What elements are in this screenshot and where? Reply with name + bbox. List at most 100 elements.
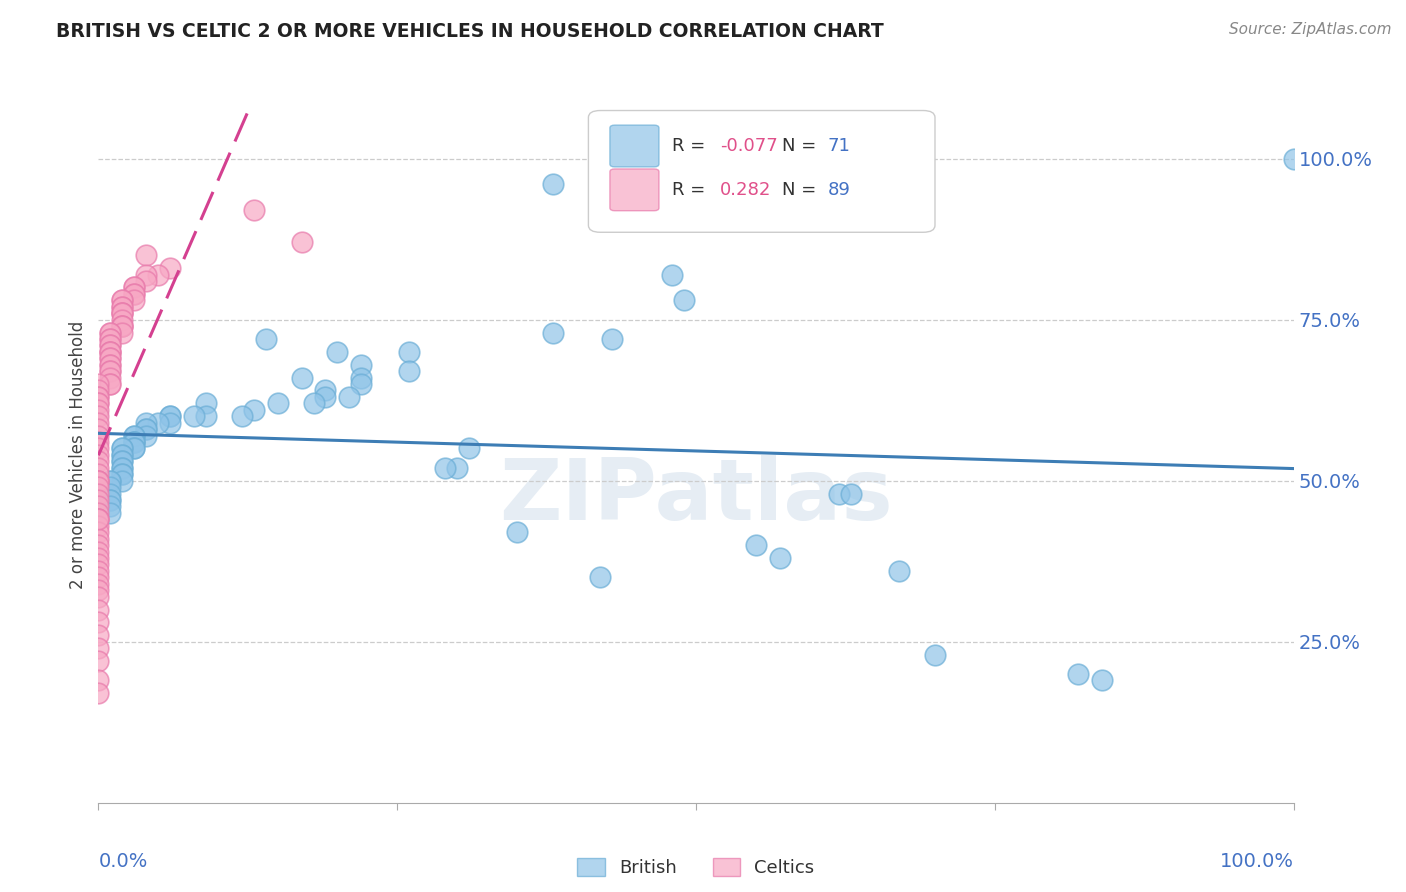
Point [183, 409, 205, 424]
Point [111, 467, 134, 482]
Point [124, 293, 146, 308]
Point [87, 428, 110, 442]
Text: 0.282: 0.282 [720, 181, 772, 199]
Point [1282, 152, 1305, 166]
FancyBboxPatch shape [588, 111, 935, 232]
Point [745, 538, 768, 552]
Point [87, 673, 110, 688]
Point [243, 402, 266, 417]
Point [135, 422, 157, 436]
Point [350, 358, 373, 372]
Point [98, 344, 122, 359]
Point [337, 390, 360, 404]
Point [98, 332, 122, 346]
Point [87, 570, 110, 584]
Point [135, 274, 157, 288]
Point [254, 332, 277, 346]
Point [98, 364, 122, 378]
Point [87, 377, 110, 392]
Point [111, 306, 134, 320]
Point [673, 293, 696, 308]
Point [98, 493, 122, 508]
Point [98, 480, 122, 494]
Point [87, 396, 110, 410]
Point [98, 506, 122, 520]
Point [87, 525, 110, 540]
Point [87, 460, 110, 475]
Point [98, 351, 122, 366]
Point [159, 409, 181, 424]
Point [87, 486, 110, 500]
Point [768, 551, 790, 566]
Point [87, 454, 110, 468]
Point [135, 248, 157, 262]
Point [124, 435, 146, 450]
Point [87, 558, 110, 572]
Point [541, 326, 564, 340]
Point [111, 293, 134, 308]
Point [111, 474, 134, 488]
Point [541, 178, 564, 192]
Point [98, 474, 122, 488]
Point [302, 396, 325, 410]
Text: R =: R = [672, 181, 711, 199]
Point [231, 409, 253, 424]
Point [87, 654, 110, 668]
Point [111, 454, 134, 468]
Point [111, 467, 134, 482]
Point [87, 576, 110, 591]
Text: -0.077: -0.077 [720, 137, 778, 155]
Point [350, 377, 373, 392]
FancyBboxPatch shape [610, 125, 659, 167]
Text: BRITISH VS CELTIC 2 OR MORE VEHICLES IN HOUSEHOLD CORRELATION CHART: BRITISH VS CELTIC 2 OR MORE VEHICLES IN … [56, 22, 884, 41]
Point [111, 460, 134, 475]
Point [506, 525, 529, 540]
Point [98, 370, 122, 384]
Text: ZIPatlas: ZIPatlas [499, 455, 893, 538]
Point [111, 300, 134, 314]
Point [148, 416, 170, 430]
Point [315, 384, 337, 398]
Point [159, 261, 181, 276]
Point [290, 235, 312, 250]
Point [98, 377, 122, 392]
Text: 71: 71 [827, 137, 851, 155]
Point [159, 409, 181, 424]
Point [87, 538, 110, 552]
Point [87, 474, 110, 488]
Point [924, 648, 946, 662]
Point [87, 551, 110, 566]
Point [135, 268, 157, 282]
Point [87, 416, 110, 430]
Point [111, 448, 134, 462]
Point [98, 344, 122, 359]
Point [458, 442, 481, 456]
Point [111, 293, 134, 308]
Point [87, 390, 110, 404]
Point [243, 203, 266, 218]
Point [589, 570, 612, 584]
Point [98, 338, 122, 352]
Point [1067, 667, 1090, 681]
Point [111, 300, 134, 314]
Point [124, 435, 146, 450]
Text: N =: N = [782, 181, 823, 199]
Point [87, 480, 110, 494]
Point [398, 364, 420, 378]
Point [87, 442, 110, 456]
Point [98, 364, 122, 378]
Point [111, 319, 134, 334]
FancyBboxPatch shape [610, 169, 659, 211]
Point [87, 396, 110, 410]
Point [87, 474, 110, 488]
Text: 89: 89 [827, 181, 851, 199]
Point [111, 306, 134, 320]
Point [124, 442, 146, 456]
Point [124, 286, 146, 301]
Y-axis label: 2 or more Vehicles in Household: 2 or more Vehicles in Household [69, 321, 87, 589]
Point [98, 358, 122, 372]
Point [828, 486, 851, 500]
Point [98, 326, 122, 340]
Point [87, 409, 110, 424]
Point [111, 312, 134, 326]
